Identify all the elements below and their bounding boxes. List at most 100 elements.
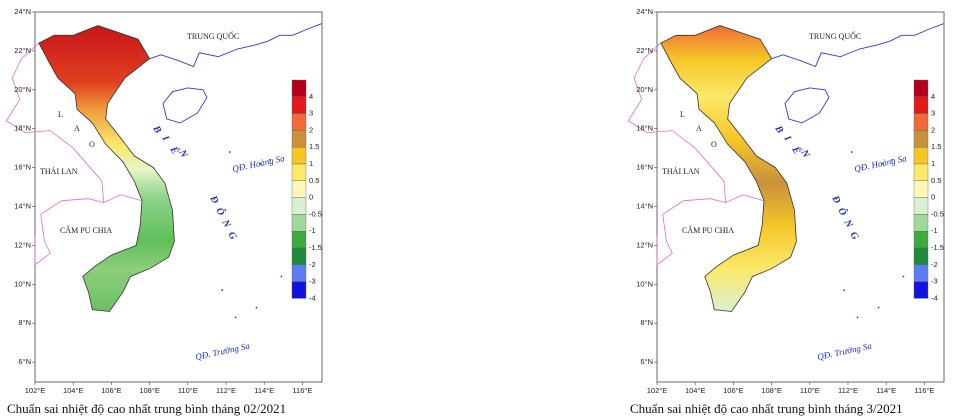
legend-label: -2 (931, 260, 938, 269)
border-line (662, 194, 765, 215)
lat-label: 10°N (636, 279, 653, 288)
island-dot (280, 275, 283, 278)
legend-label: -4 (931, 293, 938, 302)
place-label: TRUNG QUỐC (809, 31, 861, 41)
legend-swatch (291, 180, 307, 198)
legend-swatch (291, 214, 307, 232)
border-line (5, 42, 105, 203)
island-dot (902, 275, 905, 278)
legend-swatch (913, 264, 929, 282)
map-panel: 24°N22°N20°N18°N16°N14°N12°N10°N8°N6°N10… (627, 7, 945, 416)
legend-label: -1 (931, 226, 938, 235)
lat-label: 8°N (18, 318, 31, 327)
island-dot (891, 158, 893, 161)
legend-label: -3 (931, 277, 938, 286)
island-dot (856, 316, 859, 319)
legend-label: -4 (309, 293, 316, 302)
lon-label: 116°E (914, 386, 934, 395)
lon-label: 102°E (647, 386, 668, 395)
legend-label: 1.5 (931, 142, 941, 151)
legend-label: 3 (309, 109, 313, 118)
lon-label: 112°E (216, 386, 236, 395)
lat-label: 14°N (14, 201, 31, 210)
border-line (627, 42, 727, 203)
place-label: L (58, 110, 63, 119)
border-line (34, 214, 51, 266)
legend-label: 4 (309, 92, 313, 101)
legend-swatch (291, 113, 307, 131)
vietnam-map (38, 25, 175, 312)
place-label: CĂM PU CHIA (60, 226, 112, 235)
island-dot (850, 151, 853, 153)
legend-swatch (913, 79, 929, 97)
legend-swatch (913, 163, 929, 181)
place-label: CĂM PU CHIA (682, 226, 734, 235)
island (784, 87, 830, 124)
legend-label: -1.5 (309, 243, 322, 252)
lat-label: 20°N (636, 85, 653, 94)
place-label: THÁI LAN (40, 166, 78, 176)
place-label: A (74, 124, 80, 133)
lon-label: 104°E (685, 386, 706, 395)
lon-label: 106°E (101, 386, 122, 395)
lat-label: 14°N (636, 201, 653, 210)
legend-swatch (913, 130, 929, 148)
map-panel: 24°N22°N20°N18°N16°N14°N12°N10°N8°N6°N10… (5, 7, 323, 416)
lon-label: 108°E (139, 386, 160, 395)
legend-label: -1 (309, 226, 316, 235)
lat-label: 18°N (14, 124, 31, 133)
legend-swatch (291, 163, 307, 181)
place-label: A (696, 124, 702, 133)
legend-label: 0 (309, 193, 313, 202)
lat-label: 22°N (636, 46, 653, 55)
island-dot (228, 151, 231, 153)
coastline (149, 23, 322, 68)
legend-swatch (291, 230, 307, 249)
lon-label: 116°E (292, 386, 312, 395)
coastline (771, 23, 944, 68)
island-dot (221, 289, 224, 292)
lat-label: 10°N (14, 279, 31, 288)
vietnam-map (660, 25, 797, 312)
lat-label: 6°N (18, 357, 31, 366)
legend-label: -1.5 (931, 243, 944, 252)
lon-label: 110°E (800, 386, 820, 395)
sea-label: I (781, 133, 794, 144)
lat-label: 16°N (636, 163, 653, 172)
legend-swatch (291, 264, 307, 282)
legend-label: -3 (309, 277, 316, 286)
legend-swatch (913, 230, 929, 249)
island-dot (269, 158, 271, 161)
legend-label: 3 (931, 109, 935, 118)
lon-label: 112°E (838, 386, 858, 395)
lat-label: 12°N (636, 240, 653, 249)
legend-swatch (291, 130, 307, 148)
legend-label: 0 (931, 193, 935, 202)
place-label: O (711, 140, 717, 149)
island-dot (881, 162, 884, 165)
legend-label: 2 (309, 125, 313, 134)
legend-swatch (291, 281, 307, 299)
lon-label: 114°E (876, 386, 896, 395)
lat-label: 20°N (14, 85, 31, 94)
legend-swatch (291, 247, 307, 265)
lat-label: 12°N (14, 240, 31, 249)
lat-label: 8°N (640, 318, 653, 327)
island-dot (259, 162, 262, 165)
legend-swatch (913, 113, 929, 131)
border-line (40, 194, 143, 215)
legend-swatch (913, 197, 929, 215)
island (162, 87, 208, 124)
lon-label: 102°E (25, 386, 46, 395)
lon-label: 108°E (761, 386, 782, 395)
legend-swatch (291, 79, 307, 97)
legend-label: 1.5 (309, 142, 319, 151)
legend-label: 1 (309, 159, 313, 168)
lon-label: 104°E (63, 386, 84, 395)
legend-label: 0.5 (931, 176, 941, 185)
legend-swatch (913, 146, 929, 165)
legend-swatch (913, 96, 929, 114)
legend-label: 0.5 (309, 176, 319, 185)
legend-swatch (913, 247, 929, 265)
